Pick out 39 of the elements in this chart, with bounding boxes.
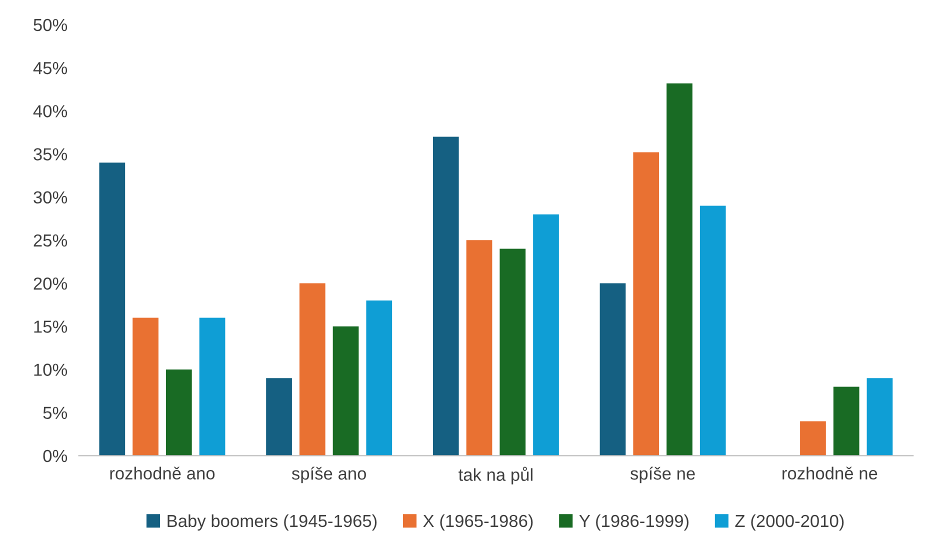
x-tick-label: tak na půl — [458, 466, 532, 484]
bar — [299, 283, 326, 456]
bar — [166, 369, 192, 456]
bar — [633, 152, 660, 456]
bar — [833, 386, 860, 456]
bar — [700, 206, 726, 456]
bar — [366, 300, 392, 456]
legend-label: Baby boomers (1945-1965) — [168, 514, 377, 531]
bar — [866, 378, 893, 456]
bar — [600, 283, 626, 456]
y-tick-label: 0% — [43, 450, 68, 462]
legend-label: Z (2000-2010) — [735, 514, 844, 531]
bar — [99, 162, 126, 456]
legend-label: Y (1986-1999) — [579, 514, 688, 531]
y-tick-label: 30% — [34, 191, 68, 204]
bar — [332, 326, 359, 456]
y-tick-label: 25% — [34, 234, 68, 247]
y-tick-label: 35% — [34, 148, 68, 160]
y-tick-label: 10% — [34, 364, 68, 376]
bar — [199, 318, 226, 456]
x-tick-label: spíše ne — [630, 466, 695, 484]
legend-label: X (1965-1986) — [423, 514, 533, 531]
bar — [500, 248, 526, 456]
x-tick-label: rozhodně ne — [782, 466, 878, 480]
y-tick-label: 50% — [34, 18, 68, 32]
x-tick-label: spíše ano — [292, 466, 366, 484]
y-tick-label: 20% — [34, 277, 68, 290]
bar — [466, 240, 492, 456]
y-tick-label: 15% — [34, 320, 68, 333]
x-tick-label: rozhodně ano — [110, 466, 215, 480]
bar — [533, 214, 559, 456]
bar — [432, 136, 459, 456]
y-tick-label: 5% — [43, 406, 68, 420]
bar — [666, 83, 692, 456]
bar — [800, 421, 826, 456]
bar — [132, 318, 158, 456]
bar — [266, 378, 292, 456]
y-tick-label: 45% — [33, 62, 68, 74]
y-tick-label: 40% — [33, 105, 68, 118]
